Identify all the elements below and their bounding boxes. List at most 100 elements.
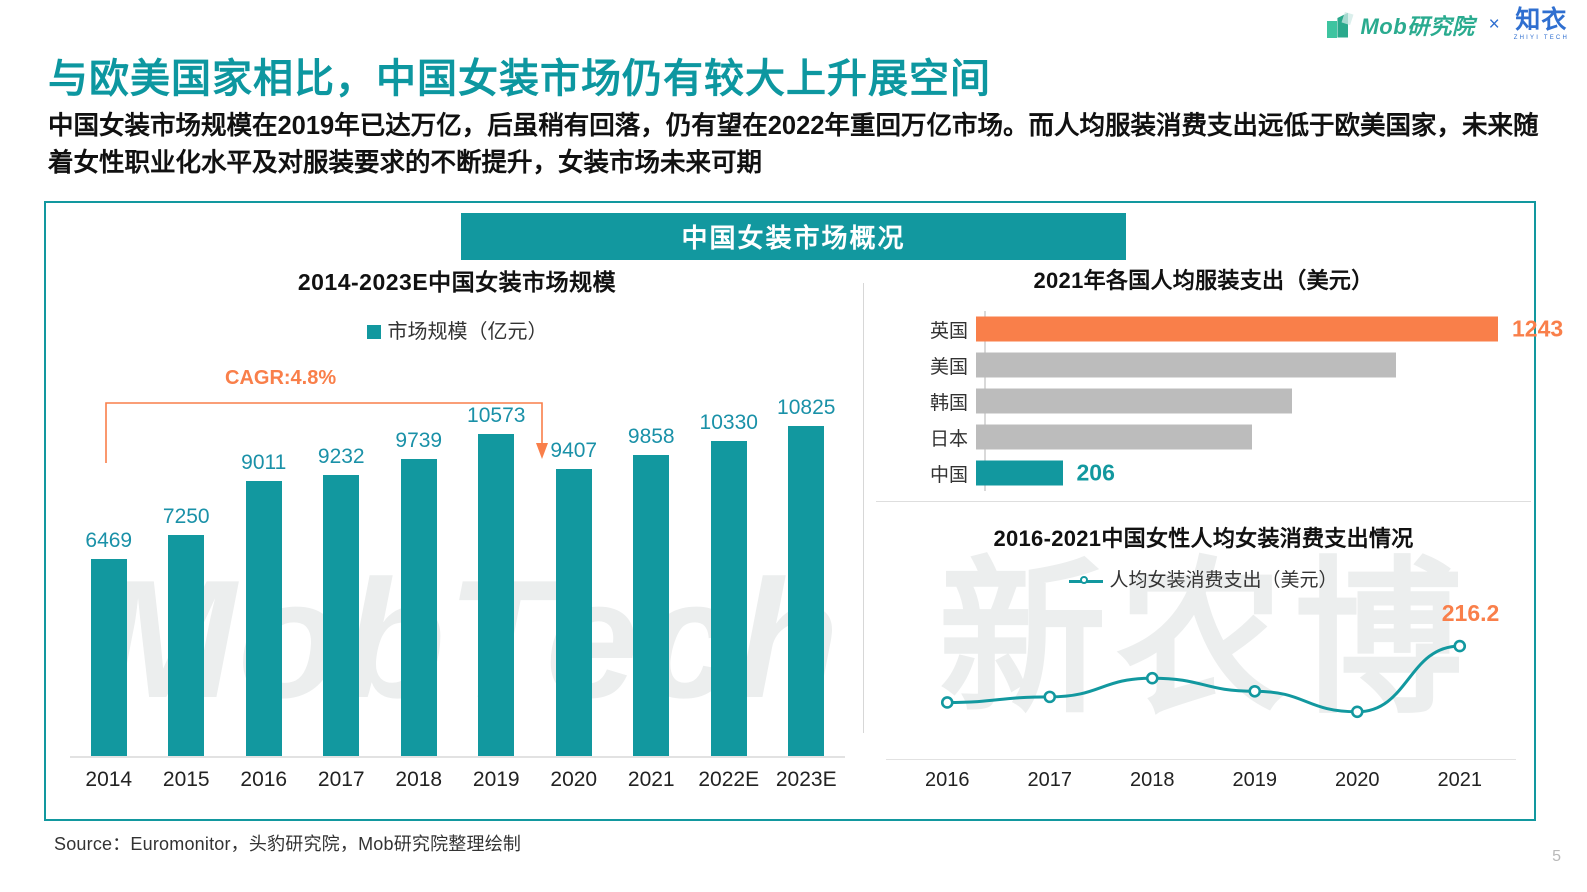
legend-label: 市场规模（亿元） <box>387 321 548 343</box>
x-axis-tick-label: 2020 <box>550 768 598 791</box>
bar-column: 9858 <box>613 363 691 756</box>
line-x-axis-tick-label: 2020 <box>1335 769 1380 791</box>
x-axis-tick-label: 2021 <box>627 768 675 791</box>
zhiyi-logo-subtext: ZHIYI TECH <box>1513 35 1569 41</box>
bar <box>478 433 515 756</box>
line-data-point <box>1043 690 1057 704</box>
page-title: 与欧美国家相比，中国女装市场仍有较大上升展空间 <box>48 57 991 101</box>
bar-value-label: 10573 <box>467 403 526 427</box>
legend-label: 人均女装消费支出（美元） <box>1109 570 1338 591</box>
bar-column: 10330 <box>690 363 768 756</box>
x-axis-tick-label: 2016 <box>240 768 288 791</box>
bar-value-label: 6469 <box>85 528 133 552</box>
line-data-point <box>1350 705 1364 719</box>
per-capita-bar-track <box>976 347 1506 383</box>
page-subtitle: 中国女装市场规模在2019年已达万亿，后虽稍有回落，仍有望在2022年重回万亿市… <box>48 112 1539 177</box>
x-axis-tick-label: 2023E <box>775 768 837 791</box>
womens-spend-x-axis-labels: 2016 2017 2018 2019 2020 2021 <box>896 769 1511 801</box>
legend-swatch-icon <box>366 325 381 339</box>
womens-spend-line-chart: 2016-2021中国女性人均女装消费支出情况 人均女装消费支出（美元） 216… <box>876 521 1531 811</box>
per-capita-bar-track <box>976 383 1506 419</box>
per-capita-rows: 英国 1243 美国韩国日本中国 206 <box>906 311 1563 491</box>
per-capita-bar <box>976 424 1253 450</box>
per-capita-category-label: 韩国 <box>929 392 968 414</box>
x-axis-tick-label: 2015 <box>162 768 210 791</box>
x-axis-tick-label: 2017 <box>317 768 365 791</box>
bar-column: 9407 <box>535 363 613 756</box>
bar-column: 9739 <box>380 363 458 756</box>
womens-spend-plot-area: 216.2 <box>896 600 1511 751</box>
line-x-axis-tick-label: 2016 <box>925 769 970 791</box>
brand-separator-icon: × <box>1488 13 1500 35</box>
per-capita-value-label: 1243 <box>1512 315 1564 342</box>
x-axis-tick-label: 2019 <box>472 768 520 791</box>
bar-column: 10573 <box>458 363 536 756</box>
source-note: Source：Euromonitor，头豹研究院，Mob研究院整理绘制 <box>54 834 522 854</box>
bar-column: 7250 <box>148 363 226 756</box>
x-axis-line <box>70 756 845 758</box>
per-capita-bar <box>976 388 1292 414</box>
market-size-chart-legend: 市场规模（亿元） <box>52 315 862 344</box>
bar <box>633 455 670 756</box>
legend-line-marker-icon <box>1069 575 1104 587</box>
line-x-axis-tick-label: 2019 <box>1232 769 1278 791</box>
line-data-point <box>1145 671 1159 685</box>
womens-spend-chart-legend: 人均女装消费支出（美元） <box>876 565 1531 592</box>
bar-value-label: 9407 <box>550 439 598 463</box>
per-capita-bar <box>976 460 1063 486</box>
vertical-divider <box>863 283 864 733</box>
page-number: 5 <box>1552 848 1561 865</box>
bar-value-label: 9858 <box>627 425 675 449</box>
brand-header: Mob研究院 × 知衣 ZHIYI TECH <box>1327 8 1569 41</box>
line-x-axis-line <box>886 759 1516 760</box>
zhiyi-logo-text: 知衣 <box>1515 6 1568 34</box>
line-x-axis-tick-label: 2017 <box>1027 769 1073 791</box>
per-capita-bar-track: 1243 <box>976 311 1563 347</box>
bar <box>555 469 592 756</box>
zhiyi-logo: 知衣 ZHIYI TECH <box>1513 6 1569 42</box>
content-card: MobTech 新农博 中国女装市场概况 2014-2023E中国女装市场规模 … <box>44 201 1563 821</box>
bar <box>245 481 282 756</box>
per-capita-category-label: 日本 <box>929 428 968 450</box>
per-capita-row: 英国 1243 <box>906 311 1563 347</box>
per-capita-row: 美国 <box>906 347 1506 383</box>
x-axis-tick-label: 2018 <box>395 768 443 791</box>
bar-value-label: 10825 <box>777 396 836 419</box>
per-capita-bar-track <box>976 419 1506 455</box>
bar-column: 6469 <box>70 363 148 756</box>
market-size-plot-area: 6469 7250 9011 9232 9739 10573 9407 9858 10330 10… <box>70 363 845 758</box>
per-capita-category-label: 美国 <box>929 356 968 378</box>
per-capita-category-label: 英国 <box>929 320 968 342</box>
per-capita-chart-title: 2021年各国人均服装支出（美元） <box>1033 268 1374 293</box>
per-capita-apparel-chart: 2021年各国人均服装支出（美元） 英国 1243 美国韩国日本中国 206 <box>876 263 1563 503</box>
per-capita-row: 韩国 <box>906 383 1506 419</box>
x-axis-tick-label: 2014 <box>85 768 133 791</box>
mob-logo-text: Mob研究院 <box>1360 13 1475 39</box>
per-capita-category-label: 中国 <box>929 464 968 486</box>
line-data-point <box>1453 639 1467 653</box>
mob-mark-icon <box>1327 11 1354 38</box>
bar <box>168 534 205 756</box>
line-data-point <box>940 696 954 709</box>
womens-spend-chart-title: 2016-2021中国女性人均女装消费支出情况 <box>993 526 1414 551</box>
bar <box>788 426 825 756</box>
section-banner-label: 中国女装市场概况 <box>681 223 906 253</box>
market-size-x-axis-labels: 2014 2015 2016 2017 2018 2019 2020 2021 2022E 202… <box>70 768 845 802</box>
bar <box>710 441 747 756</box>
bar-column: 10825 <box>768 363 846 756</box>
per-capita-value-label: 206 <box>1076 459 1115 486</box>
bar-value-label: 7250 <box>162 504 210 528</box>
bar-value-label: 9739 <box>395 429 443 453</box>
bar-column: 9232 <box>303 363 381 756</box>
per-capita-bar <box>976 352 1396 378</box>
line-end-value-label: 216.2 <box>1441 600 1500 627</box>
line-x-axis-tick-label: 2018 <box>1130 769 1175 791</box>
per-capita-row: 日本 <box>906 419 1506 455</box>
horizontal-divider <box>876 501 1531 502</box>
market-size-chart-title: 2014-2023E中国女装市场规模 <box>297 269 617 295</box>
bar <box>323 474 360 756</box>
line-series-path <box>947 644 1460 714</box>
per-capita-bar <box>976 316 1498 342</box>
per-capita-row: 中国 206 <box>906 455 1506 491</box>
bar-value-label: 10330 <box>699 411 758 435</box>
